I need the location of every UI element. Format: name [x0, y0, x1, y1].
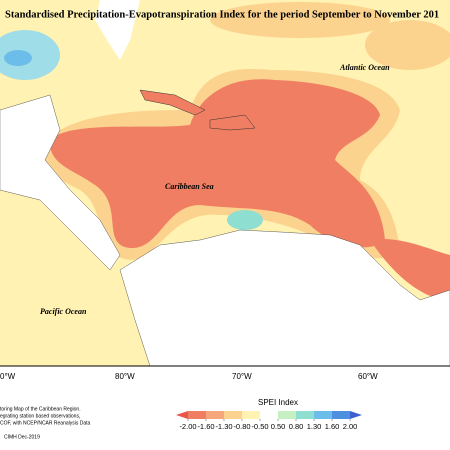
ocean-label: Pacific Ocean — [40, 307, 87, 316]
footnote: toring Map of the Caribbean Region. — [0, 406, 81, 412]
legend-swatch — [206, 411, 224, 419]
legend-swatch — [224, 411, 242, 419]
legend-arrow — [350, 411, 362, 419]
legend-tick-label: -0.80 — [233, 422, 250, 431]
land — [0, 94, 121, 271]
credit: CIMH Dec-2019 — [4, 434, 40, 440]
footnote: COF, with NCEP/NCAR Reanalysis Data — [0, 420, 91, 426]
legend-tick-label: -0.50 — [251, 422, 268, 431]
legend-swatch — [296, 411, 314, 419]
longitude-label: 80°W — [115, 372, 135, 381]
wet-area — [227, 210, 263, 230]
legend-tick-label: 1.30 — [307, 422, 322, 431]
legend-swatch — [260, 411, 278, 419]
legend-tick-label: -2.00 — [179, 422, 196, 431]
footnote: egrating station based observations, — [0, 413, 80, 419]
legend-swatch — [314, 411, 332, 419]
wet-area — [4, 50, 32, 66]
map: Atlantic Ocean Caribbean Sea Pacific Oce… — [0, 0, 450, 367]
island — [209, 114, 256, 131]
ocean-label: Atlantic Ocean — [339, 63, 390, 72]
legend-tick-label: 1.60 — [325, 422, 340, 431]
legend-tick-label: 0.50 — [271, 422, 286, 431]
legend-tick-label: 2.00 — [343, 422, 358, 431]
dry-area — [210, 2, 390, 38]
legend-swatch — [332, 411, 350, 419]
legend-swatch — [188, 411, 206, 419]
dry-area — [365, 20, 450, 70]
legend-tick-label: -1.30 — [215, 422, 232, 431]
longitude-label: 60°W — [358, 372, 378, 381]
land — [95, 0, 140, 60]
longitude-label: 70°W — [232, 372, 252, 381]
legend-swatch — [242, 411, 260, 419]
very-dry-area — [49, 79, 386, 249]
island — [139, 89, 206, 116]
map-title: Standardised Precipitation-Evapotranspir… — [5, 9, 439, 20]
legend-tick-label: 0.80 — [289, 422, 304, 431]
very-dry-area — [370, 238, 450, 300]
legend-tick-label: -1.60 — [197, 422, 214, 431]
legend: -2.00 -1.60 -1.30 -0.80 -0.50 0.50 0.80 1.30 1.6… — [176, 411, 362, 431]
legend-swatch — [278, 411, 296, 419]
legend-arrow — [176, 411, 188, 419]
legend-title: SPEI Index — [258, 398, 298, 407]
longitude-label: 0°W — [0, 372, 16, 381]
ocean-label: Caribbean Sea — [165, 182, 214, 191]
